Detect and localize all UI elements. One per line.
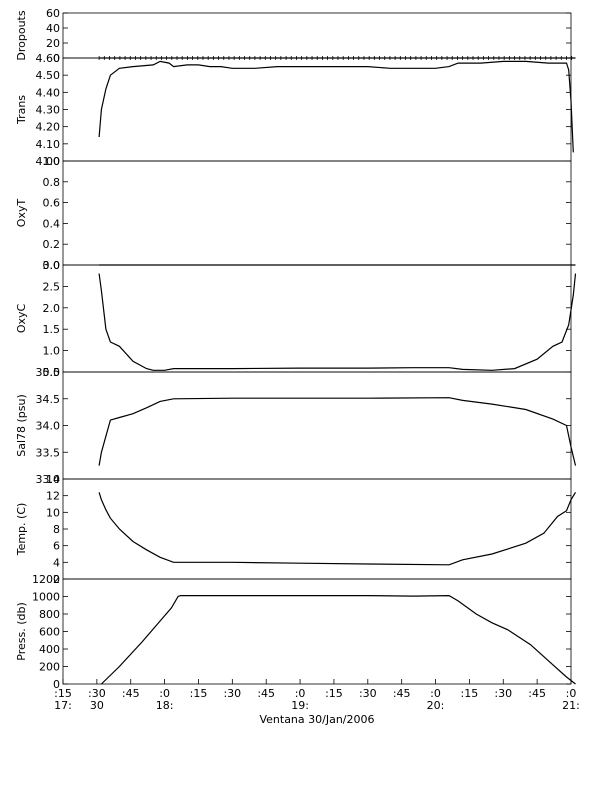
panel-1: 4.60 4.50 4.40 4.30 4.20 4.10 4.00 Trans [15, 52, 574, 168]
y-tick-label: 1000 [32, 591, 60, 604]
y-tick-label: 34.0 [36, 420, 61, 433]
y-axis-label: OxyC [15, 304, 28, 334]
y-tick-label: 40 [46, 22, 60, 35]
x-tick-label: :45 [393, 687, 411, 700]
y-tick-label: 4.00 [36, 155, 61, 168]
panel-frame [62, 478, 572, 580]
panel-4: 35.0 34.5 34.0 33.5 33.0 Sal78 (psu) [15, 366, 577, 486]
x-tick-label: :45 [528, 687, 546, 700]
footer-label: Ventana 30/Jan/2006 [259, 713, 374, 726]
y-tick-label: 2.0 [43, 302, 61, 315]
series-line-0 [98, 491, 577, 566]
y-tick-label: 8 [53, 523, 60, 536]
y-tick-label: 33.0 [36, 473, 61, 486]
x-tick-label: :15 [54, 687, 72, 700]
y-tick-label: 4.30 [36, 104, 61, 117]
y-tick-label: 2.5 [43, 280, 61, 293]
x-tick-label: :0 [430, 687, 441, 700]
y-axis-label: Press. (db) [15, 602, 28, 661]
panel-frame [62, 12, 572, 59]
y-tick-label: 1.5 [43, 323, 61, 336]
x-tick-sublabel: 19: [291, 699, 309, 712]
y-tick-label: 0.0 [43, 259, 61, 272]
x-tick-label: :15 [461, 687, 479, 700]
y-axis-label: Sal78 (psu) [15, 394, 28, 457]
y-tick-label: 0 [53, 52, 60, 65]
time-axis: :1517::3030:45:018::15:30:45:019::15:30:… [54, 679, 580, 712]
x-tick-sublabel: 17: [54, 699, 72, 712]
y-tick-label: 0.5 [43, 366, 61, 379]
y-axis-label: Trans [15, 95, 28, 125]
x-tick-label: :15 [325, 687, 343, 700]
y-tick-label: 4.20 [36, 121, 61, 134]
y-tick-label: 60 [46, 7, 60, 20]
x-tick-sublabel: 20: [427, 699, 445, 712]
panel-frame [62, 264, 572, 373]
x-tick-label: :30 [359, 687, 377, 700]
panel-frame [62, 578, 572, 685]
x-tick-label: :0 [295, 687, 306, 700]
panel-frame [62, 57, 572, 162]
y-tick-label: 0.6 [43, 197, 61, 210]
y-tick-label: 0 [53, 678, 60, 691]
panel-frame [62, 160, 572, 266]
y-axis-label: Temp. (C) [15, 503, 28, 557]
y-tick-label: 0.2 [43, 238, 61, 251]
panel-5: 14 12 10 8 6 4 2 Temp. (C) [15, 473, 577, 586]
y-tick-label: 10 [46, 506, 60, 519]
x-tick-sublabel: 21: [562, 699, 580, 712]
y-tick-label: 34.5 [36, 393, 61, 406]
y-tick-label: 1.0 [43, 345, 61, 358]
y-tick-label: 20 [46, 37, 60, 50]
panel-6: 1200 1000 800 600 400 200 0 Press. (db) [15, 573, 576, 691]
series-line-0 [100, 594, 576, 685]
x-tick-label: :0 [566, 687, 577, 700]
y-tick-label: 4.60 [36, 52, 61, 65]
panel-0: 60 40 20 0 Dropouts [15, 7, 576, 65]
y-tick-label: 0.4 [43, 217, 61, 230]
y-tick-label: 12 [46, 490, 60, 503]
panel-2: 1.0 0.8 0.6 0.4 0.2 0.0 OxyT [15, 155, 576, 272]
series-line-0 [98, 60, 574, 153]
y-tick-label: 0.8 [43, 176, 61, 189]
y-axis-label: Dropouts [15, 10, 28, 60]
y-tick-label: 3.0 [43, 259, 61, 272]
y-tick-label: 2 [53, 573, 60, 586]
y-tick-label: 4.50 [36, 69, 61, 82]
x-tick-label: :45 [257, 687, 275, 700]
y-axis-label: OxyT [15, 199, 28, 228]
y-tick-label: 600 [39, 626, 60, 639]
x-tick-sublabel: 18: [156, 699, 174, 712]
x-tick-label: :15 [190, 687, 208, 700]
x-tick-label: :30 [223, 687, 241, 700]
x-tick-label: :30 [88, 687, 106, 700]
x-tick-label: :0 [159, 687, 170, 700]
series-line-0 [98, 397, 577, 466]
x-tick-sublabel: 30 [90, 699, 104, 712]
y-tick-label: 400 [39, 643, 60, 656]
y-tick-label: 14 [46, 473, 60, 486]
panel-3: 3.0 2.5 2.0 1.5 1.0 0.5 OxyC [15, 259, 577, 379]
y-tick-label: 4 [53, 556, 60, 569]
y-tick-label: 1.0 [43, 155, 61, 168]
y-tick-label: 4.40 [36, 86, 61, 99]
y-tick-label: 33.5 [36, 446, 61, 459]
x-tick-label: :45 [122, 687, 140, 700]
y-tick-label: 6 [53, 540, 60, 553]
panel-frame [62, 371, 572, 480]
y-tick-label: 4.10 [36, 138, 61, 151]
series-line-0 [98, 273, 577, 371]
y-tick-label: 1200 [32, 573, 60, 586]
y-tick-label: 800 [39, 608, 60, 621]
y-tick-label: 35.0 [36, 366, 61, 379]
y-tick-label: 200 [39, 661, 60, 674]
x-tick-label: :30 [494, 687, 512, 700]
